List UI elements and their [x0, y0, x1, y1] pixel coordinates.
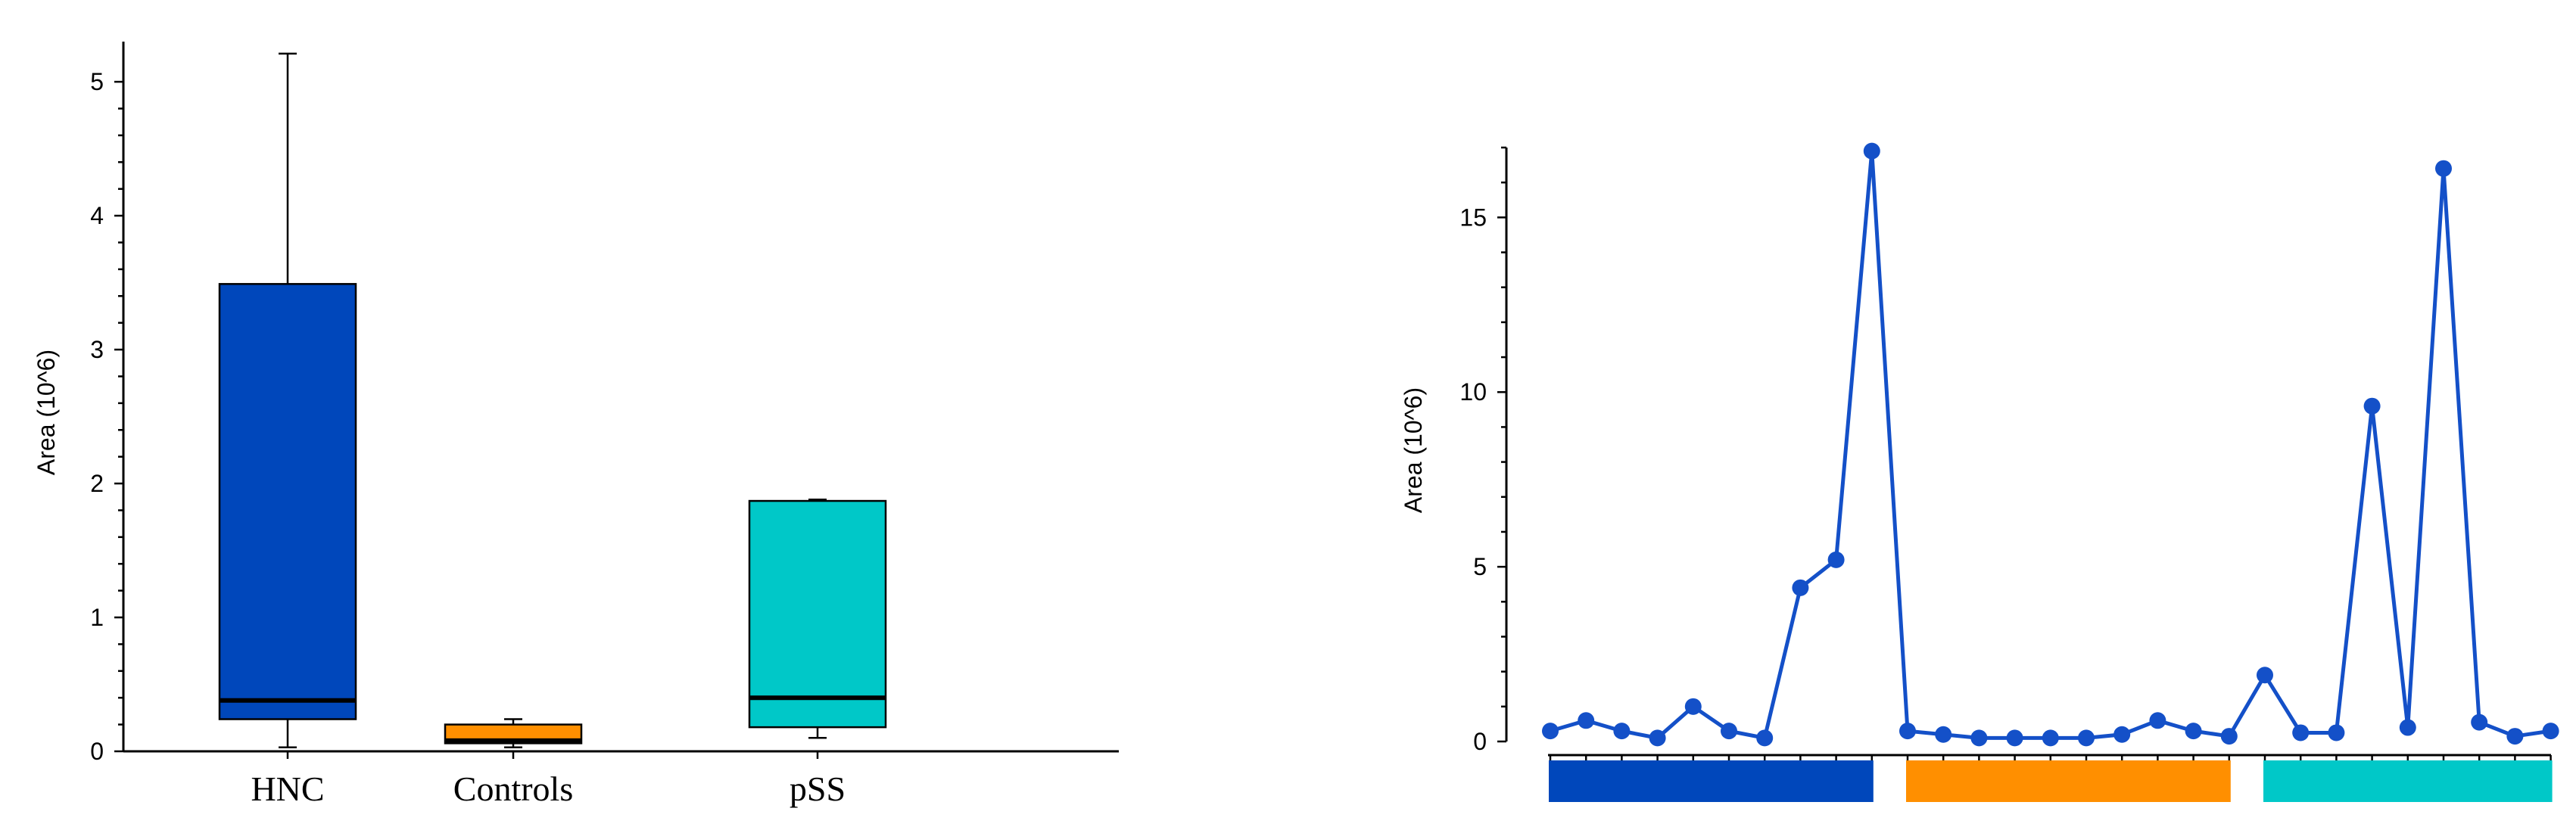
data-point: [2078, 729, 2095, 747]
box-chart-y-tick-label: 1: [90, 604, 104, 631]
data-point: [1721, 723, 1737, 740]
group-bar-3: [2263, 760, 2553, 802]
series-line: [1550, 149, 2551, 740]
box-chart-y-axis-title: Area (10^6): [33, 350, 60, 475]
box-chart-category-label: pSS: [790, 769, 846, 808]
data-point: [2113, 726, 2131, 743]
data-point: [2542, 723, 2559, 740]
data-point: [2042, 729, 2059, 747]
data-point: [1578, 712, 1595, 729]
data-point: [2328, 724, 2345, 741]
data-point: [1792, 579, 1809, 596]
box-chart: Area (10^6) 0 1 2 3 4 5 HNC Controls pSS: [33, 42, 1119, 808]
data-point: [2399, 719, 2416, 736]
group-bar-1: [1549, 760, 1874, 802]
data-point: [2220, 728, 2238, 745]
box-chart-y-tick-label: 5: [90, 68, 104, 95]
box-chart-y-tick-label: 4: [90, 202, 104, 229]
box-chart-category-label: HNC: [251, 769, 324, 808]
data-point: [2471, 713, 2488, 731]
data-point: [2006, 729, 2023, 747]
group-bar-2: [1906, 760, 2231, 802]
box-chart-y-tick-label: 3: [90, 336, 104, 363]
data-point: [1613, 723, 1631, 740]
box-pss: [748, 499, 887, 729]
data-point: [1827, 551, 1845, 568]
line-chart: Area (10^6) 0 5 10 15: [1400, 142, 2559, 802]
data-point: [2435, 160, 2452, 177]
data-point: [2149, 712, 2166, 729]
box-chart-y-tick-label: 2: [90, 470, 104, 497]
line-chart-y-tick-label: 10: [1459, 378, 1487, 406]
box-chart-y-tick-label: 0: [90, 738, 104, 765]
data-point: [1649, 729, 1666, 747]
data-point: [2257, 667, 2273, 684]
line-chart-y-tick-label: 5: [1473, 553, 1487, 580]
box-chart-category-label: Controls: [453, 769, 573, 808]
data-point: [1863, 142, 1880, 160]
data-point: [1542, 723, 1559, 740]
data-point: [1935, 726, 1952, 743]
line-chart-y-tick-label: 15: [1459, 204, 1487, 231]
box-hnc: [218, 283, 357, 720]
data-point: [1970, 729, 1988, 747]
line-chart-y-axis-title: Area (10^6): [1400, 387, 1427, 513]
line-chart-y-tick-label: 0: [1473, 728, 1487, 755]
data-point: [2363, 397, 2381, 415]
data-point: [2185, 723, 2202, 740]
data-point: [1756, 729, 1774, 747]
data-point: [1684, 698, 1702, 715]
data-point: [2506, 728, 2524, 745]
data-point: [2292, 724, 2310, 741]
data-point: [1899, 723, 1916, 740]
